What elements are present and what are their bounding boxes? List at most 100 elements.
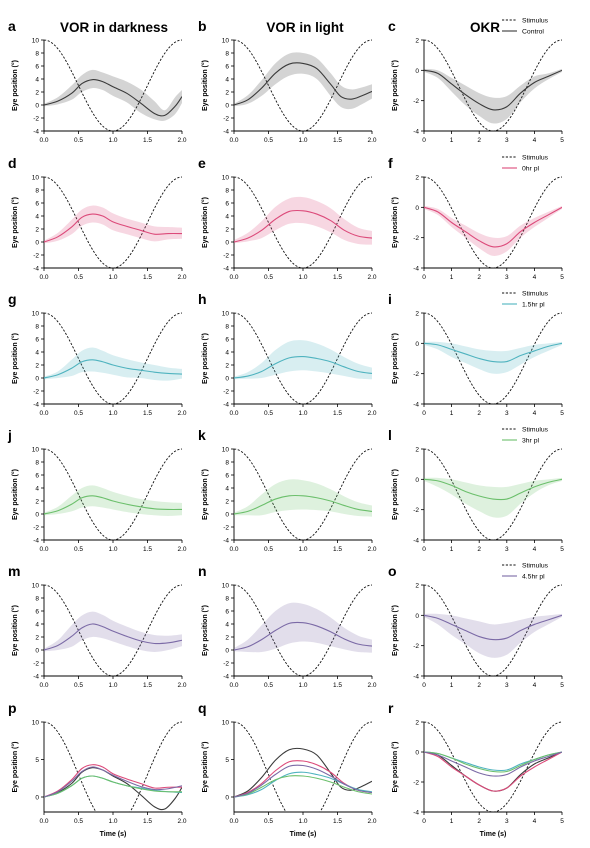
x-tick-label: 0.5 — [264, 274, 273, 281]
plot-area — [44, 312, 182, 404]
plot-area — [234, 39, 372, 131]
panel-o: o -4 -2 0 2 0 1 2 3 4 5 Eye position (°) Stimulus 4.5… — [388, 563, 564, 690]
legend: Stimulus 4.5hr pl — [502, 563, 549, 581]
y-tick-label: 8 — [225, 460, 229, 467]
y-tick-label: 0 — [35, 795, 39, 802]
x-tick-label: 1.5 — [143, 274, 152, 281]
y-tick-label: -4 — [223, 402, 229, 409]
y-tick-label: -2 — [223, 661, 229, 668]
y-tick-label: 10 — [222, 447, 230, 454]
x-tick-label: 0.0 — [229, 274, 238, 281]
x-tick-label: 2.0 — [367, 274, 376, 281]
panel-letter: n — [198, 563, 207, 579]
x-tick-label: 1.0 — [108, 682, 117, 689]
mean-line — [44, 359, 182, 379]
x-tick-label: 2.0 — [177, 818, 186, 825]
x-tick-label: 4 — [533, 137, 537, 144]
mean-line — [234, 62, 372, 106]
panel-letter: j — [7, 427, 12, 443]
column-title-vor-darkness: VOR in darkness — [60, 20, 168, 35]
legend: Stimulus 1.5hr pl — [502, 291, 549, 309]
panel-letter: b — [198, 18, 207, 34]
x-tick-label: 0.0 — [229, 682, 238, 689]
y-tick-label: 0 — [35, 512, 39, 519]
stimulus-line — [234, 312, 372, 404]
x-tick-label: 3 — [505, 410, 509, 417]
error-band — [424, 341, 562, 374]
x-tick-label: 1.5 — [143, 682, 152, 689]
y-tick-label: 10 — [32, 175, 40, 182]
series-line-3hr-pl — [424, 751, 562, 773]
plot-area — [424, 39, 562, 131]
panel-a: a -4 -2 0 2 4 6 8 10 0.0 0.5 1.0 1.5 2.0 Eye position … — [8, 18, 187, 144]
x-tick-label: 5 — [560, 410, 564, 417]
legend-label: Stimulus — [522, 427, 549, 434]
x-tick-label: 3 — [505, 682, 509, 689]
y-tick-label: 10 — [222, 38, 230, 45]
x-tick-label: 1.5 — [143, 546, 152, 553]
mean-line — [424, 69, 562, 111]
x-tick-label: 0.5 — [264, 410, 273, 417]
series-line-control — [44, 767, 182, 811]
y-tick-label: -2 — [223, 116, 229, 123]
x-tick-label: 0.0 — [39, 410, 48, 417]
error-band — [234, 196, 372, 245]
y-axis-label: Eye position (°) — [11, 741, 19, 792]
mean-line — [234, 209, 372, 243]
error-band — [424, 68, 562, 124]
plot-area — [424, 176, 562, 268]
plot-area — [234, 584, 372, 676]
panel-letter: l — [388, 427, 392, 443]
mean-line — [44, 623, 182, 651]
y-axis-label: Eye position (°) — [11, 197, 19, 248]
y-tick-label: -2 — [33, 253, 39, 260]
y-axis-label: Eye position (°) — [201, 60, 209, 111]
y-axis-label: Eye position (°) — [11, 60, 19, 111]
x-tick-label: 1.0 — [298, 137, 307, 144]
y-tick-label: 10 — [32, 583, 40, 590]
x-tick-label: 2.0 — [367, 682, 376, 689]
y-tick-label: 10 — [32, 720, 40, 727]
y-axis-label: Eye position (°) — [391, 605, 399, 656]
x-tick-label: 1.5 — [333, 818, 342, 825]
x-tick-label: 3 — [505, 546, 509, 553]
y-tick-label: 6 — [225, 337, 229, 344]
y-tick-label: 2 — [35, 227, 39, 234]
y-tick-label: 6 — [225, 473, 229, 480]
mean-line — [424, 614, 562, 641]
x-tick-label: 2.0 — [367, 137, 376, 144]
y-tick-label: -2 — [413, 98, 419, 105]
y-tick-label: 0 — [415, 341, 419, 348]
plot-area — [44, 721, 182, 812]
panel-letter: o — [388, 563, 397, 579]
x-tick-label: 1.5 — [143, 410, 152, 417]
panel-r: r -4 -2 0 2 0 1 2 3 4 5 Eye position (°) Time (s) — [388, 700, 564, 838]
y-tick-label: -4 — [413, 674, 419, 681]
y-tick-label: -4 — [33, 129, 39, 136]
mean-line — [234, 494, 372, 515]
legend: Stimulus 0hr pl — [502, 155, 549, 173]
x-tick-label: 4 — [533, 546, 537, 553]
y-tick-label: 0 — [415, 613, 419, 620]
y-tick-label: 10 — [32, 311, 40, 318]
y-tick-label: 2 — [225, 227, 229, 234]
column-title-okr: OKR — [470, 20, 500, 35]
error-band — [44, 205, 182, 244]
x-tick-label: 2 — [477, 682, 481, 689]
plot-area — [44, 39, 182, 131]
y-tick-label: -2 — [33, 389, 39, 396]
x-tick-label: 5 — [560, 137, 564, 144]
x-tick-label: 5 — [560, 546, 564, 553]
y-tick-label: -2 — [33, 116, 39, 123]
panel-letter: q — [198, 700, 207, 716]
y-tick-label: -2 — [413, 507, 419, 514]
x-tick-label: 0.0 — [229, 410, 238, 417]
x-tick-label: 0.0 — [39, 818, 48, 825]
x-tick-label: 2 — [477, 546, 481, 553]
x-tick-label: 0.5 — [264, 546, 273, 553]
legend-label: Control — [522, 29, 544, 36]
x-tick-label: 1.5 — [143, 818, 152, 825]
x-tick-label: 1.0 — [298, 410, 307, 417]
stimulus-line — [424, 448, 562, 540]
y-tick-label: 0 — [225, 376, 229, 383]
